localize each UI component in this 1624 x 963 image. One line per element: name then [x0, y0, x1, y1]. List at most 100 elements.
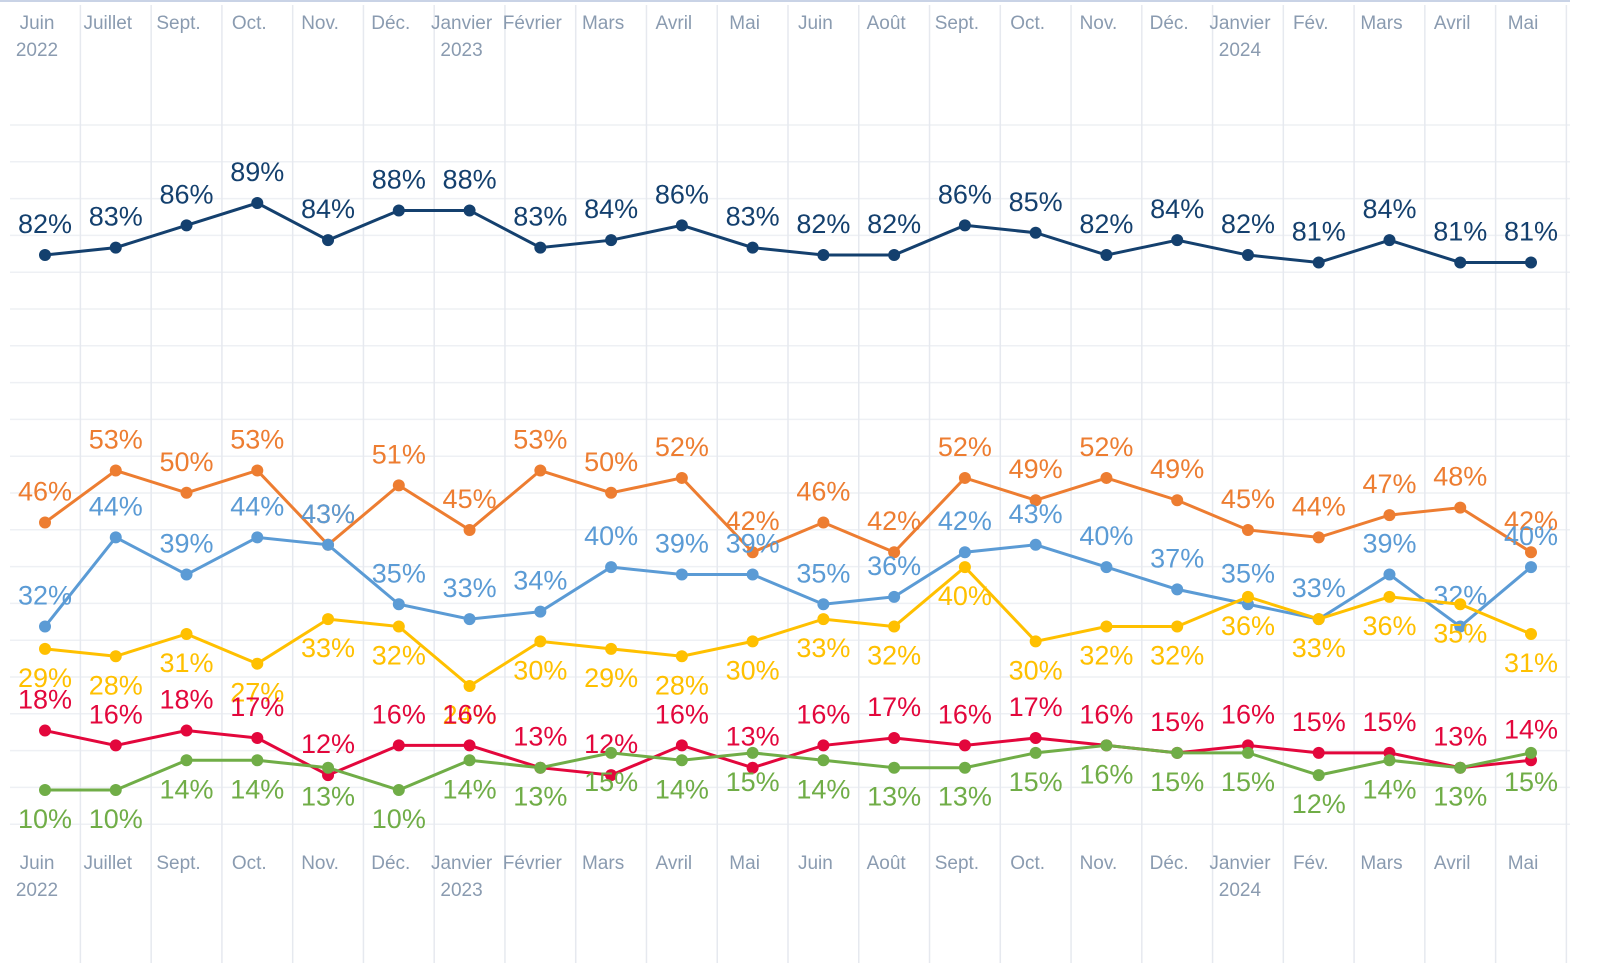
data-point — [1383, 568, 1396, 581]
data-label: 18% — [18, 685, 72, 715]
data-point — [605, 486, 618, 499]
data-label: 14% — [160, 774, 214, 804]
data-point — [605, 769, 618, 782]
data-point — [746, 635, 759, 648]
data-label: 15% — [584, 767, 638, 797]
data-label: 42% — [867, 506, 921, 536]
data-point — [746, 546, 759, 559]
data-label: 43% — [301, 499, 355, 529]
data-label: 43% — [1009, 499, 1063, 529]
x-tick-label-bottom: Nov. — [1080, 853, 1118, 874]
data-point — [817, 613, 830, 626]
data-point — [251, 754, 264, 767]
data-point — [675, 219, 688, 232]
data-point — [1241, 523, 1254, 536]
x-tick-label-bottom: Déc. — [371, 853, 410, 874]
data-point — [675, 568, 688, 581]
data-label: 35% — [1433, 618, 1487, 648]
data-label: 84% — [1362, 194, 1416, 224]
x-tick-label-top: Juin — [798, 13, 833, 34]
x-tick-label-top: Fév. — [1293, 13, 1329, 34]
data-label: 82% — [796, 209, 850, 239]
data-point — [888, 620, 901, 633]
data-point — [534, 241, 547, 254]
data-label: 16% — [655, 699, 709, 729]
data-point — [888, 590, 901, 603]
x-tick-label-top: Mai — [1508, 13, 1539, 34]
data-label: 16% — [1221, 699, 1275, 729]
series-line — [44, 468, 1532, 555]
data-label: 53% — [230, 425, 284, 455]
x-tick-label-bottom: Sept. — [156, 853, 200, 874]
data-label: 13% — [1433, 722, 1487, 752]
data-label: 29% — [584, 663, 638, 693]
data-point — [251, 657, 264, 670]
data-label: 32% — [1079, 641, 1133, 671]
x-tick-label-top: Mars — [582, 13, 624, 34]
data-point — [746, 241, 759, 254]
data-point — [1100, 471, 1113, 484]
x-tick-label-bottom: Avril — [656, 853, 693, 874]
x-tick-label-bottom: Août — [867, 853, 907, 874]
data-label: 50% — [584, 447, 638, 477]
series-line — [44, 565, 1532, 688]
data-label: 13% — [513, 782, 567, 812]
x-tick-label-bottom: Janvier 2024 — [1209, 853, 1271, 901]
data-point — [746, 746, 759, 759]
data-point — [109, 739, 122, 752]
data-label: 14% — [230, 774, 284, 804]
data-point — [958, 471, 971, 484]
data-label: 15% — [1292, 707, 1346, 737]
data-label: 39% — [160, 529, 214, 559]
data-label: 16% — [89, 699, 143, 729]
data-point — [1171, 620, 1184, 633]
data-label: 85% — [1009, 187, 1063, 217]
data-label: 35% — [1221, 558, 1275, 588]
data-point — [605, 561, 618, 574]
x-tick-label-top: Août — [867, 13, 907, 34]
data-label: 37% — [1150, 543, 1204, 573]
data-point — [1383, 509, 1396, 522]
data-label: 44% — [1292, 491, 1346, 521]
data-point — [322, 538, 335, 551]
data-point — [180, 486, 193, 499]
data-point — [1029, 226, 1042, 239]
data-point — [1312, 531, 1325, 544]
data-point — [1454, 598, 1467, 611]
data-label: 52% — [655, 432, 709, 462]
x-tick-label-top: Avril — [656, 13, 693, 34]
x-tick-label-top: Mars — [1360, 13, 1402, 34]
data-point — [1029, 731, 1042, 744]
data-point — [322, 613, 335, 626]
data-point — [817, 739, 830, 752]
data-point — [392, 598, 405, 611]
data-label: 33% — [1292, 633, 1346, 663]
data-label: 43% — [301, 499, 355, 529]
data-label: 12% — [1292, 789, 1346, 819]
data-point — [180, 568, 193, 581]
data-point — [1312, 769, 1325, 782]
data-point — [1312, 746, 1325, 759]
data-label: 82% — [18, 209, 72, 239]
data-point — [39, 784, 51, 796]
x-tick-label-bottom: Juin — [798, 853, 833, 874]
data-point — [39, 620, 51, 633]
data-point — [1383, 234, 1396, 247]
x-tick-label-bottom: Mars — [582, 853, 624, 874]
data-label: 31% — [1504, 648, 1558, 678]
data-label: 89% — [230, 157, 284, 187]
x-tick-label-top: Janvier 2023 — [431, 13, 493, 61]
data-label: 42% — [938, 506, 992, 536]
data-label: 82% — [1221, 209, 1275, 239]
data-point — [392, 479, 405, 492]
data-point — [1241, 249, 1254, 262]
data-point — [888, 761, 901, 774]
data-label: 39% — [1362, 529, 1416, 559]
data-label: 36% — [1221, 611, 1275, 641]
data-label: 39% — [655, 529, 709, 559]
data-label: 10% — [372, 804, 426, 834]
data-label: 14% — [655, 774, 709, 804]
data-point — [39, 516, 51, 529]
data-label: 18% — [160, 685, 214, 715]
